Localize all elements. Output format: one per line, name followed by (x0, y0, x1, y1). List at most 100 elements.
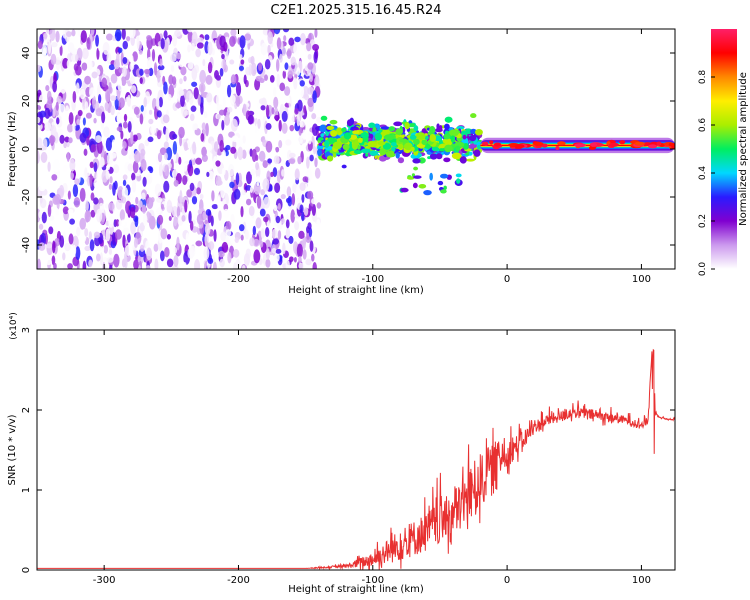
noise-blob (139, 244, 145, 252)
signal-blob (443, 185, 447, 190)
noise-blob (294, 168, 300, 181)
noise-blob (90, 209, 96, 218)
noise-blob (138, 49, 143, 55)
noise-blob (136, 35, 140, 50)
noise-blob (282, 29, 290, 33)
noise-blob (223, 41, 228, 52)
signal-blob (459, 156, 467, 164)
noise-blob (187, 44, 191, 53)
noise-blob (122, 227, 130, 236)
noise-blob (55, 30, 60, 43)
noise-blob (183, 110, 190, 116)
signal-core (444, 140, 452, 146)
noise-blob (142, 176, 147, 187)
noise-blob (148, 109, 153, 115)
signal-blob (456, 126, 465, 130)
noise-blob (37, 137, 43, 150)
signal-core (399, 138, 408, 143)
noise-blob (195, 48, 201, 58)
noise-blob (191, 81, 198, 87)
signal-blob (332, 152, 337, 158)
noise-blob (267, 44, 271, 55)
noise-blob (316, 116, 322, 123)
noise-blob (96, 208, 103, 223)
noise-blob (72, 184, 79, 198)
noise-blob (104, 102, 109, 112)
noise-blob (154, 258, 159, 269)
noise-blob (90, 144, 97, 153)
noise-blob (157, 64, 165, 71)
signal-core (444, 144, 453, 153)
noise-blob (289, 152, 296, 159)
noise-blob (164, 246, 170, 258)
noise-blob (197, 209, 203, 215)
signal-blob (317, 148, 322, 157)
noise-blob (302, 176, 309, 183)
signal-blob (341, 164, 347, 169)
noise-blob (176, 52, 182, 60)
noise-blob (158, 163, 163, 177)
noise-blob (265, 123, 272, 130)
noise-blob (241, 264, 246, 269)
signal-core (404, 142, 413, 151)
noise-blob (299, 182, 306, 191)
noise-blob (140, 105, 144, 112)
snr-y-tick-label: 1 (21, 487, 32, 493)
noise-blob (307, 190, 314, 200)
noise-blob (75, 246, 81, 260)
noise-blob (95, 108, 103, 117)
noise-blob (67, 190, 71, 200)
signal-core (358, 137, 363, 143)
noise-blob (45, 84, 50, 92)
noise-blob (269, 171, 274, 178)
noise-blob (129, 76, 135, 85)
signal-core (330, 130, 338, 137)
noise-blob (146, 35, 152, 41)
noise-blob (135, 196, 139, 205)
noise-blob (293, 256, 297, 263)
colorbar-gradient (711, 29, 737, 269)
signal-blob (440, 173, 449, 179)
spectrogram-x-tick-label: 0 (504, 274, 510, 285)
noise-blob (72, 121, 76, 134)
noise-blob (159, 58, 163, 67)
noise-blob (98, 94, 102, 104)
signal-core (377, 141, 386, 146)
noise-blob (139, 113, 144, 125)
signal-core (409, 134, 417, 140)
signal-core (388, 126, 396, 132)
signal-blob (400, 187, 409, 193)
noise-blob (206, 92, 213, 103)
noise-blob (293, 77, 298, 90)
noise-blob (79, 88, 86, 100)
noise-blob (96, 47, 100, 60)
noise-blob (115, 219, 120, 227)
spectrogram-y-tick-label: 40 (21, 47, 32, 60)
chart-title: C2E1.2025.315.16.45.R24 (270, 3, 441, 18)
noise-blob (190, 113, 195, 122)
noise-blob (265, 104, 270, 118)
noise-blob (190, 105, 197, 112)
echo-peak (634, 141, 645, 146)
noise-blob (133, 106, 140, 115)
noise-blob (248, 63, 252, 76)
noise-blob (228, 164, 235, 177)
signal-blob (475, 128, 483, 136)
noise-blob (263, 196, 271, 209)
noise-blob (176, 236, 180, 251)
noise-blob (122, 141, 127, 149)
noise-blob (173, 247, 178, 254)
colorbar-label: Normalized spectral amplitude (738, 72, 749, 226)
noise-blob (241, 189, 247, 196)
snr-y-tick-label: 3 (21, 327, 32, 333)
noise-blob (309, 240, 314, 252)
noise-blob (163, 180, 170, 193)
noise-blob (93, 162, 98, 173)
noise-blob (89, 173, 93, 188)
noise-blob (260, 228, 265, 239)
noise-blob (240, 59, 245, 65)
signal-blob (413, 166, 419, 171)
noise-blob (137, 200, 143, 210)
noise-blob (244, 229, 249, 240)
